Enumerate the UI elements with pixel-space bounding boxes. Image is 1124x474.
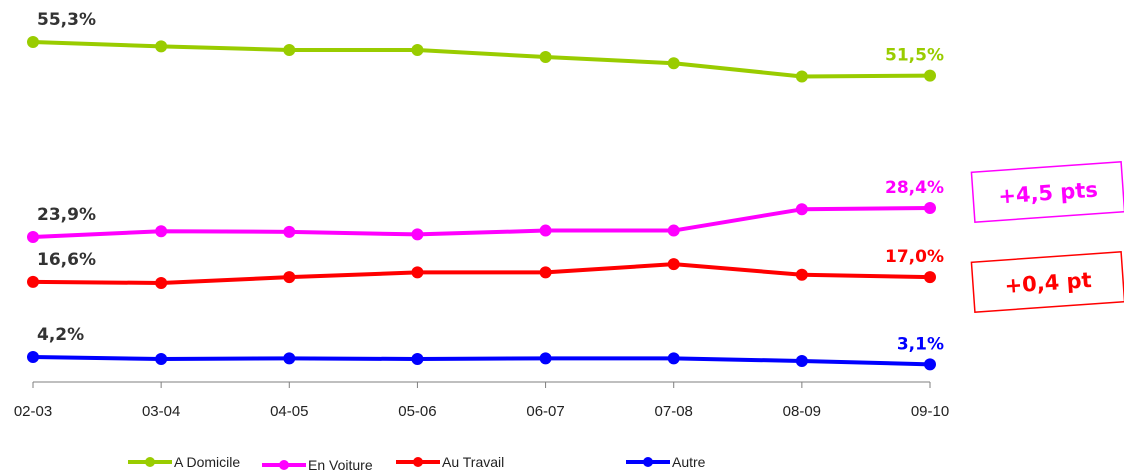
callout-border	[970, 251, 1124, 313]
x-tick-label: 04-05	[270, 403, 308, 420]
data-label-first: 55,3%	[37, 10, 96, 30]
data-point	[27, 275, 39, 288]
data-point	[411, 266, 424, 279]
data-point	[667, 224, 680, 237]
x-tick-label: 03-04	[142, 403, 180, 420]
x-tick-label: 09-10	[911, 403, 949, 420]
legend-marker	[145, 457, 155, 467]
legend-label: Autre	[672, 454, 706, 470]
data-label-last: 17,0%	[885, 247, 944, 267]
data-labels: 55,3% 51,5% 23,9% 28,4% 16,6% 17,0% 4,2% 3,1%	[37, 10, 944, 354]
data-point	[667, 258, 680, 271]
data-point	[924, 69, 936, 82]
legend-marker	[413, 457, 423, 467]
data-label-first: 16,6%	[37, 250, 96, 270]
data-point	[924, 271, 936, 284]
series-layer	[27, 36, 936, 371]
data-point	[411, 353, 424, 365]
legend-marker	[643, 457, 653, 467]
series-a-domicile	[27, 36, 936, 83]
data-label-first: 23,9%	[37, 205, 96, 225]
data-label-last: 28,4%	[885, 178, 944, 198]
callout-border	[970, 161, 1124, 223]
legend-label: A Domicile	[174, 454, 240, 470]
data-point	[283, 225, 296, 238]
data-point	[155, 40, 168, 53]
legend-label: Au Travail	[442, 454, 504, 470]
data-point	[27, 36, 39, 48]
data-point	[155, 353, 168, 365]
data-label-first: 4,2%	[37, 325, 84, 345]
data-point	[539, 51, 552, 64]
data-point	[667, 352, 680, 365]
data-point	[155, 225, 168, 238]
data-point	[924, 358, 936, 371]
data-point	[27, 231, 39, 243]
legend-marker	[279, 460, 289, 470]
data-point	[539, 266, 552, 279]
data-point	[795, 70, 808, 83]
legend: A Domicile En Voiture Au Travail Autre	[128, 454, 706, 473]
series-line	[32, 355, 931, 367]
data-point	[795, 203, 808, 216]
x-tick-label: 05-06	[398, 403, 436, 420]
data-label-last: 51,5%	[885, 46, 944, 66]
data-point	[283, 271, 296, 284]
legend-item: Au Travail	[396, 454, 504, 470]
series-autre	[27, 351, 936, 371]
data-label-last: 3,1%	[897, 334, 944, 354]
series-line	[32, 40, 931, 79]
data-point	[155, 277, 168, 289]
data-point	[539, 352, 552, 365]
x-tick-label: 06-07	[526, 403, 564, 420]
x-tick-label: 02-03	[14, 403, 52, 420]
data-point	[795, 355, 808, 367]
series-au-travail	[27, 258, 936, 289]
data-point	[411, 228, 424, 241]
x-tick-label: 07-08	[655, 403, 693, 420]
data-point	[27, 351, 39, 363]
callout-box: +4,5 pts	[970, 161, 1124, 223]
data-point	[411, 43, 424, 56]
data-point	[667, 57, 680, 70]
series-en-voiture	[27, 202, 936, 243]
series-line	[32, 206, 931, 239]
x-tick-label: 08-09	[783, 403, 821, 420]
legend-item: En Voiture	[262, 457, 373, 473]
data-point	[795, 268, 808, 281]
data-point	[539, 224, 552, 237]
series-line	[32, 262, 931, 285]
data-point	[924, 202, 936, 214]
legend-item: Autre	[626, 454, 706, 470]
data-point	[283, 43, 296, 56]
data-point	[283, 352, 296, 365]
callouts: +4,5 pts +0,4 pt	[970, 161, 1124, 313]
x-axis: 02-03 03-04 04-05 05-06 06-07 07-08 08-09 09-10	[14, 381, 949, 420]
legend-label: En Voiture	[308, 457, 373, 473]
legend-item: A Domicile	[128, 454, 240, 470]
callout-box: +0,4 pt	[970, 251, 1124, 313]
